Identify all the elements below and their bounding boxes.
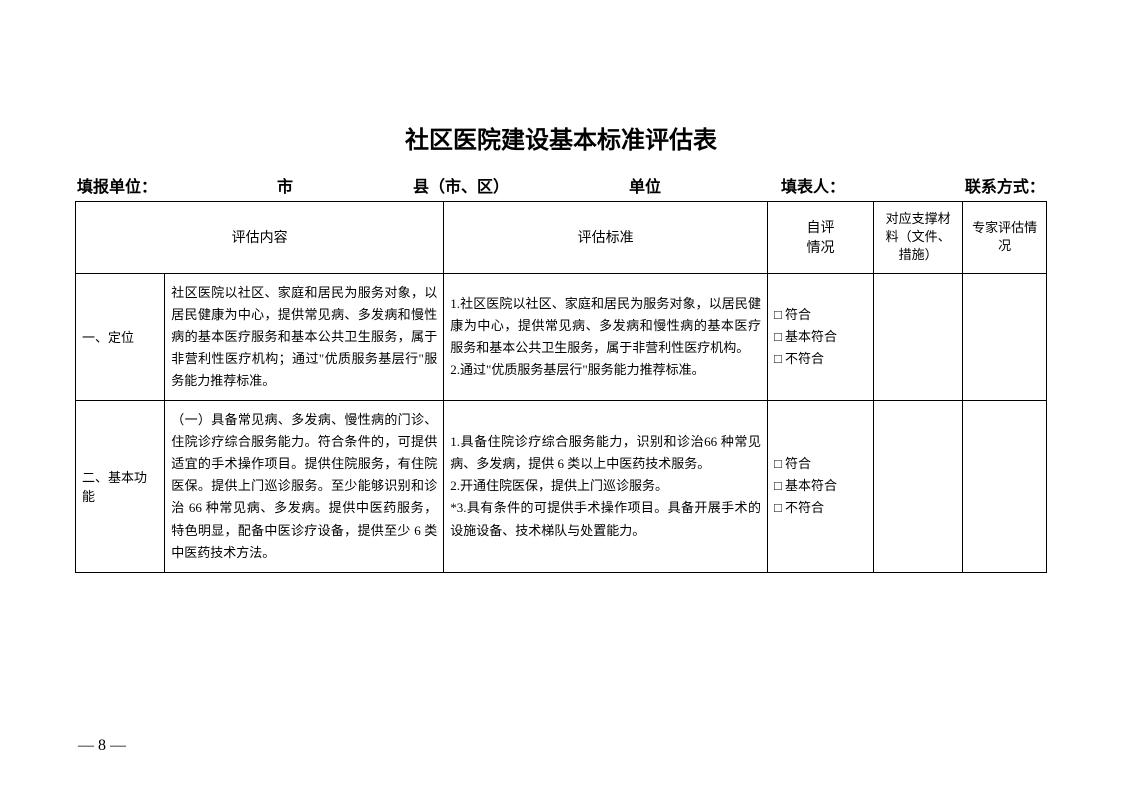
row-expert: [963, 273, 1047, 400]
table-header-row: 评估内容 评估标准 自评 情况 对应支撑材料（文件、措施） 专家评估情况: [76, 202, 1047, 274]
checkbox-basic: □ 基本符合: [774, 475, 867, 497]
header-standard: 评估标准: [444, 202, 768, 274]
contact-label: 联系方式：: [965, 173, 1045, 197]
city-label: 市: [277, 173, 293, 197]
row-materials: [873, 401, 962, 573]
row-selfeval: □ 符合 □ 基本符合 □ 不符合: [767, 401, 873, 573]
row-content: 社区医院以社区、家庭和居民为服务对象，以居民健康为中心，提供常见病、多发病和慢性…: [165, 273, 444, 400]
row-standard: 1.社区医院以社区、家庭和居民为服务对象，以居民健康为中心，提供常见病、多发病和…: [444, 273, 768, 400]
header-content: 评估内容: [76, 202, 444, 274]
header-expert: 专家评估情况: [963, 202, 1047, 274]
checkbox-noncompliant: □ 不符合: [774, 348, 867, 370]
row-content: （一）具备常见病、多发病、慢性病的门诊、住院诊疗综合服务能力。符合条件的，可提供…: [165, 401, 444, 573]
checkbox-noncompliant: □ 不符合: [774, 497, 867, 519]
checkbox-basic: □ 基本符合: [774, 326, 867, 348]
row-selfeval: □ 符合 □ 基本符合 □ 不符合: [767, 273, 873, 400]
header-selfeval: 自评 情况: [767, 202, 873, 274]
checkbox-compliant: □ 符合: [774, 304, 867, 326]
info-row: 填报单位： 市 县（市、区） 单位 填表人： 联系方式：: [75, 173, 1047, 197]
evaluation-table: 评估内容 评估标准 自评 情况 对应支撑材料（文件、措施） 专家评估情况 一、定…: [75, 201, 1047, 573]
row-expert: [963, 401, 1047, 573]
row-standard: 1.具备住院诊疗综合服务能力，识别和诊治66 种常见病、多发病，提供 6 类以上…: [444, 401, 768, 573]
table-row: 一、定位 社区医院以社区、家庭和居民为服务对象，以居民健康为中心，提供常见病、多…: [76, 273, 1047, 400]
row-category: 一、定位: [76, 273, 165, 400]
header-materials: 对应支撑材料（文件、措施）: [873, 202, 962, 274]
page-title: 社区医院建设基本标准评估表: [75, 120, 1047, 155]
row-category: 二、基本功能: [76, 401, 165, 573]
table-row: 二、基本功能 （一）具备常见病、多发病、慢性病的门诊、住院诊疗综合服务能力。符合…: [76, 401, 1047, 573]
row-materials: [873, 273, 962, 400]
danwei-label: 单位: [629, 173, 661, 197]
unit-label: 填报单位：: [77, 173, 157, 197]
county-label: 县（市、区）: [413, 173, 509, 197]
checkbox-compliant: □ 符合: [774, 453, 867, 475]
filler-label: 填表人：: [781, 173, 845, 197]
page-number: — 8 —: [78, 737, 126, 755]
